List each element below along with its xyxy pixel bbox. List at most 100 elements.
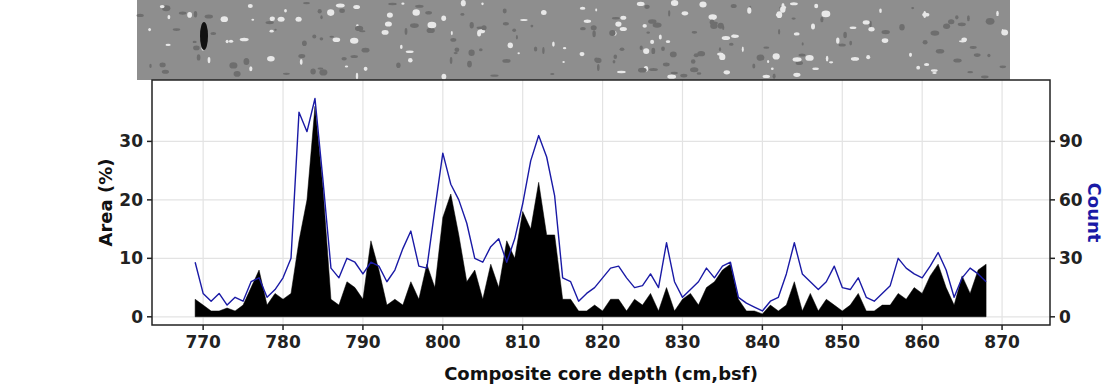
core-clast [866, 55, 870, 59]
core-clast [648, 19, 656, 24]
core-clast [899, 24, 904, 30]
core-clast [137, 14, 144, 17]
core-clast [193, 46, 200, 51]
core-clast [451, 31, 453, 35]
core-clast [719, 54, 725, 60]
core-clast [609, 30, 615, 36]
x-tick [362, 325, 364, 330]
core-clast [194, 11, 197, 17]
grid-line-x [762, 80, 763, 325]
core-clast [643, 48, 649, 54]
core-clast [763, 75, 770, 78]
core-clast [303, 2, 310, 4]
core-clast [613, 60, 616, 63]
core-clast [179, 12, 187, 15]
x-tick [921, 325, 923, 330]
core-clast [400, 45, 403, 49]
core-clast [597, 64, 600, 71]
core-clast [752, 63, 755, 68]
core-clast [160, 63, 166, 68]
y-tick [147, 258, 152, 260]
grid-line-x [602, 80, 603, 325]
core-clast [251, 19, 254, 21]
core-clast [836, 37, 839, 43]
x-tick [282, 325, 284, 330]
core-clast [406, 50, 414, 53]
core-clast [773, 74, 776, 79]
core-clast [790, 2, 798, 5]
core-clast [580, 27, 586, 30]
x-tick-label: 800 [425, 332, 461, 352]
core-clast [336, 4, 345, 8]
core-clast [270, 16, 275, 21]
y-tick-label: 30 [119, 131, 143, 151]
x-tick [682, 325, 684, 330]
core-clast [221, 16, 228, 22]
core-clast [210, 32, 216, 35]
marks [195, 99, 986, 317]
core-clast [355, 26, 363, 31]
core-clast [697, 72, 702, 75]
x-tick-label: 780 [265, 332, 301, 352]
x-tick [522, 325, 524, 330]
core-clast [986, 18, 995, 25]
core-clast [428, 22, 437, 29]
core-clast [970, 46, 977, 49]
grid-line-x [1001, 80, 1002, 325]
core-clast [643, 24, 647, 28]
core-clast [931, 30, 940, 35]
core-clast [879, 8, 882, 13]
core-clast [461, 0, 466, 6]
grid-line-x [682, 80, 683, 325]
core-clast [401, 3, 404, 5]
core-clast [724, 70, 730, 74]
core-clast [460, 13, 464, 16]
core-clast [502, 59, 510, 63]
core-clast [742, 46, 744, 52]
core-clast [168, 15, 171, 19]
core-clast [778, 29, 780, 34]
core-clast [160, 5, 165, 8]
core-clast [620, 27, 627, 31]
x-tick [842, 325, 844, 330]
core-clast [936, 49, 944, 54]
core-clast [441, 16, 446, 21]
core-clast [320, 15, 322, 19]
core-clast [249, 66, 252, 71]
core-clast [302, 41, 307, 47]
core-clast [341, 57, 346, 60]
core-clast [531, 25, 534, 28]
grid-line-x [922, 80, 923, 325]
core-clast [580, 52, 585, 56]
core-clast [310, 69, 315, 75]
y-tick [147, 199, 152, 201]
plot-frame [152, 80, 1050, 325]
core-clast [868, 27, 874, 31]
core-clast [469, 50, 475, 56]
core-clast [829, 61, 833, 63]
core-clast [682, 11, 689, 15]
core-clast [284, 9, 287, 13]
x-tick-label: 870 [984, 332, 1020, 352]
core-clast [780, 6, 785, 13]
core-clast [592, 30, 595, 37]
core-clast [187, 12, 192, 18]
x-tick-label: 830 [665, 332, 701, 352]
core-clast [595, 9, 597, 12]
y2-tick-label: 90 [1059, 131, 1083, 151]
core-clast [162, 70, 169, 74]
core-clast [731, 4, 737, 8]
core-clast [408, 58, 413, 62]
core-clast [773, 53, 780, 59]
core-clast [266, 21, 274, 24]
core-clast [274, 29, 276, 31]
y2-tick [1050, 258, 1055, 260]
core-clast [651, 48, 655, 54]
core-clast [771, 68, 774, 70]
core-clast [541, 10, 547, 15]
core-clast [270, 30, 274, 33]
core-clast [149, 64, 151, 68]
core-clast [916, 66, 920, 70]
core-clast [520, 19, 527, 21]
grid-line-x [282, 80, 283, 325]
